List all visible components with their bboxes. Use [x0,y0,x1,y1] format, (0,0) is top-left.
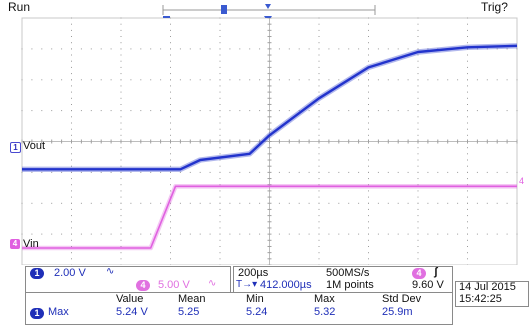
sample-rate: 500MS/s [326,267,370,279]
timebase-panel[interactable]: 200µs 500MS/s 4 ʃ T→▾ 412.000µs 1M point… [233,266,453,293]
ch1-ground-marker[interactable]: 1 [10,142,21,153]
meas-stddev: 25.9m [382,306,413,318]
ch1-label: Vout [23,140,46,152]
meas-min: 5.24 [246,306,268,318]
meas-header-stddev: Std Dev [382,293,422,305]
traces [22,43,518,251]
ch1-coupling-icon: ∿ [106,266,115,277]
datetime-panel: 14 Jul 2015 15:42:25 [455,281,529,307]
trigger-marker-icon [163,16,170,18]
center-marker-icon [264,16,272,18]
meas-mean: 5.25 [178,306,200,318]
acquisition-state[interactable]: Run [8,0,31,14]
meas-channel-badge: 1 [30,308,44,319]
meas-header-mean: Mean [178,293,206,305]
ch1-trace [22,44,518,171]
record-length: 1M points [326,279,374,291]
trigger-state: Trig? [481,0,508,14]
date: 14 Jul 2015 [459,281,516,293]
trigger-delay: 412.000µs [260,279,312,291]
ch4-trace [22,185,517,249]
ch4-ground-marker[interactable]: 4 [10,239,20,249]
ch1-badge: 1 [30,268,44,279]
record-timeline[interactable] [0,0,531,18]
ch4-coupling-icon: ∿ [208,278,217,289]
meas-header-max: Max [314,293,335,305]
graticule-grid [21,17,518,265]
trigger-slope-icon: ʃ [434,266,438,278]
ch4-badge: 4 [136,280,150,291]
channel-settings-panel[interactable]: 1 2.00 V ∿ 4 5.00 V ∿ [25,266,231,293]
waveform-display[interactable] [0,0,531,265]
meas-name: Max [48,306,69,318]
ch4-scale: 5.00 V [158,279,190,291]
meas-header-value: Value [116,293,144,305]
trigger-position-icon [221,5,227,14]
trigger-level: 9.60 V [412,279,444,291]
ch4-trigger-level-marker: 4 [519,176,525,186]
trigger-delay-icon: T→▾ [236,279,258,290]
trigger-source-badge: 4 [412,268,426,279]
ch1-scale: 2.00 V [54,267,86,279]
measurements-panel[interactable]: Value Mean Min Max Std Dev 1 Max 5.24 V … [25,292,453,325]
time: 15:42:25 [459,293,502,305]
ch4-label: Vin [23,238,39,250]
meas-value: 5.24 V [116,306,148,318]
expansion-point-icon [265,4,271,9]
horizontal-scale: 200µs [238,267,269,279]
meas-max: 5.32 [314,306,336,318]
meas-header-min: Min [246,293,264,305]
